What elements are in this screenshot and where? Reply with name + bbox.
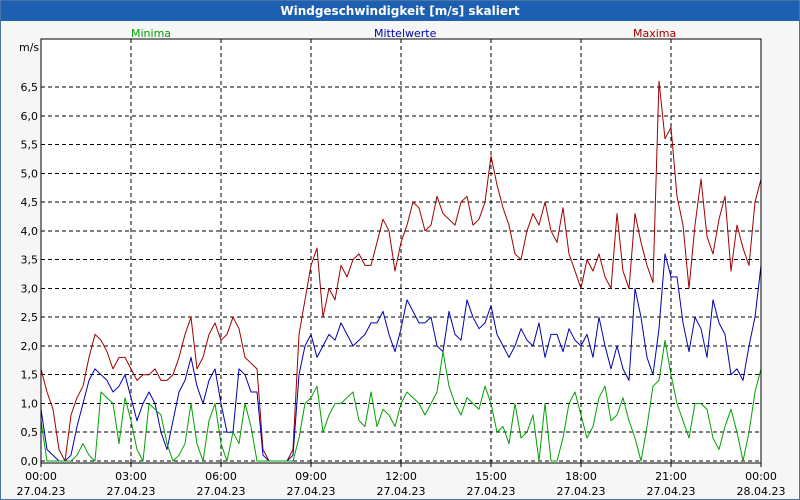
x-tick-date: 27.04.23 xyxy=(647,485,696,498)
axes: 0,0 0,5 1,0 1,5 2,0 2,5 3,0 3,5 4,0 4,5 5,0 5,5 6,0 6… xyxy=(17,81,786,498)
y-tick-label: 5,5 xyxy=(21,139,39,152)
x-tick-time: 21:00 xyxy=(655,470,687,483)
y-tick-label: 2,5 xyxy=(21,311,39,324)
y-tick-label: 1,5 xyxy=(21,369,39,382)
y-tick-label: 4,0 xyxy=(21,225,39,238)
y-tick-label: 5,0 xyxy=(21,167,39,180)
x-tick-date: 28.04.23 xyxy=(737,485,786,498)
y-tick-label: 3,5 xyxy=(21,254,39,267)
x-tick-time: 06:00 xyxy=(205,470,237,483)
x-tick-date: 27.04.23 xyxy=(557,485,606,498)
y-tick-label: 6,5 xyxy=(21,81,39,94)
y-tick-label: 0,5 xyxy=(21,426,39,439)
legend-maxima: Maxima xyxy=(633,27,676,40)
x-tick-time: 03:00 xyxy=(115,470,147,483)
legend-mittelwerte: Mittelwerte xyxy=(374,27,437,40)
grid xyxy=(41,39,761,463)
x-tick-time: 00:00 xyxy=(25,470,57,483)
x-tick-time: 12:00 xyxy=(385,470,417,483)
y-tick-label: 1,0 xyxy=(21,397,39,410)
y-tick-label: 2,0 xyxy=(21,340,39,353)
x-tick-time: 00:00 xyxy=(745,470,777,483)
x-tick-date: 27.04.23 xyxy=(107,485,156,498)
x-tick-time: 09:00 xyxy=(295,470,327,483)
x-tick-date: 27.04.23 xyxy=(377,485,426,498)
x-tick-time: 15:00 xyxy=(475,470,507,483)
y-tick-label: 6,0 xyxy=(21,110,39,123)
y-tick-label: 4,5 xyxy=(21,196,39,209)
x-tick-time: 18:00 xyxy=(565,470,597,483)
y-axis-label: m/s xyxy=(19,41,39,54)
x-tick-date: 27.04.23 xyxy=(17,485,66,498)
legend-minima: Minima xyxy=(131,27,171,40)
x-tick-date: 27.04.23 xyxy=(197,485,246,498)
x-tick-date: 27.04.23 xyxy=(287,485,336,498)
chart-title: Windgeschwindigkeit [m/s] skaliert xyxy=(1,1,799,21)
chart: 0,0 0,5 1,0 1,5 2,0 2,5 3,0 3,5 4,0 4,5 5,0 5,5 6,0 6… xyxy=(17,27,786,498)
y-tick-label: 0,0 xyxy=(21,455,39,468)
y-tick-label: 3,0 xyxy=(21,282,39,295)
x-tick-date: 27.04.23 xyxy=(467,485,516,498)
